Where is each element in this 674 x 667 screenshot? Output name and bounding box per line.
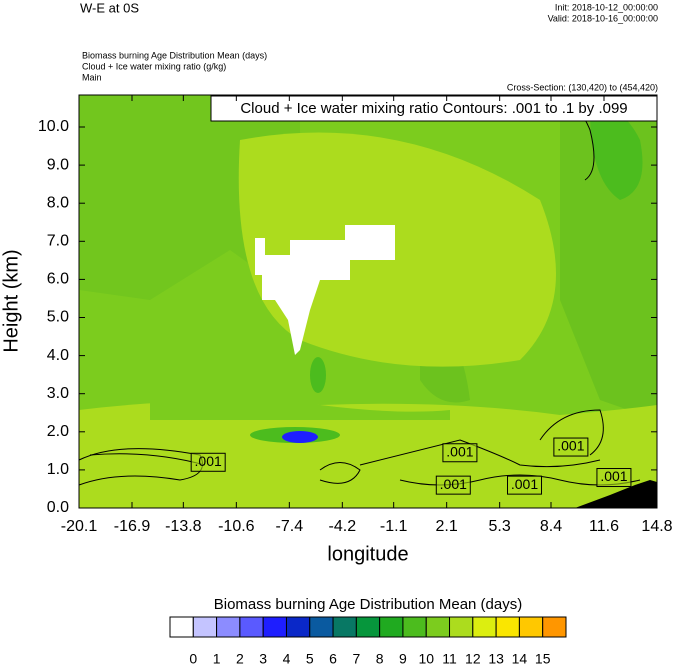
x-tick-label: 8.4 — [540, 518, 562, 535]
colorbar-box — [262, 616, 287, 638]
subtitle: Cloud + Ice water mixing ratio (g/kg) — [82, 61, 226, 71]
colorbar-box — [495, 616, 520, 638]
contour-label-box — [596, 468, 632, 488]
x-tick-label: -4.2 — [329, 518, 357, 535]
colorbar-box — [332, 616, 357, 638]
colorbar-box — [449, 616, 474, 638]
colorbar-box — [402, 616, 427, 638]
valid-time: Valid: 2018-10-16_00:00:00 — [548, 13, 658, 23]
colorbar-box — [169, 616, 194, 638]
colorbar-box — [425, 616, 451, 638]
plot-frame — [78, 94, 658, 509]
x-tick-label: -16.9 — [114, 518, 151, 535]
contour-label-box — [190, 452, 226, 472]
colorbar-label: 6 — [329, 651, 337, 667]
x-tick-label: 14.8 — [641, 518, 672, 535]
contour-label: .001 — [440, 476, 467, 492]
colorbar-box — [216, 616, 241, 638]
contour-label: .001 — [195, 453, 222, 469]
x-tick-label: -1.1 — [380, 518, 408, 535]
x-tick-label: 11.6 — [589, 518, 619, 535]
contour-label-box — [442, 443, 478, 463]
cross-section: Cross-Section: (130,420) to (454,420) — [507, 82, 658, 92]
y-tick-label: 0.0 — [47, 499, 69, 516]
colorbar-label: 0 — [189, 651, 197, 667]
colorbar-label: 7 — [352, 651, 360, 667]
colorbar-label: 12 — [465, 651, 481, 667]
colorbar-label: 5 — [306, 651, 314, 667]
contour-label: .001 — [446, 443, 473, 459]
colorbar-box — [472, 616, 497, 638]
y-tick-label: 2.0 — [47, 423, 69, 440]
subtitle: Biomass burning Age Distribution Mean (d… — [82, 50, 267, 60]
contour-label-box — [553, 437, 589, 457]
colorbar-label: 10 — [418, 651, 434, 667]
contour-info-box — [210, 95, 658, 122]
colorbar-label: 4 — [283, 651, 291, 667]
x-axis-label: longitude — [327, 543, 408, 565]
colorbar-box — [239, 616, 264, 638]
y-tick-label: 6.0 — [47, 271, 69, 288]
colorbar-title: Biomass burning Age Distribution Mean (d… — [214, 596, 522, 613]
colorbar-box — [379, 616, 404, 638]
colorbar-box — [192, 616, 218, 638]
x-tick-label: 5.3 — [489, 518, 511, 535]
y-tick-label: 1.0 — [47, 461, 69, 478]
colorbar-box — [542, 616, 567, 638]
x-tick-label: 2.1 — [436, 518, 458, 535]
colorbar-label: 15 — [535, 651, 551, 667]
x-tick-label: -13.8 — [165, 518, 202, 535]
colorbar-box — [355, 616, 381, 638]
colorbar-label: 11 — [442, 651, 457, 667]
colorbar-label: 3 — [259, 651, 267, 667]
y-tick-label: 9.0 — [47, 156, 69, 173]
y-tick-label: 8.0 — [47, 194, 69, 211]
colorbar-label: 1 — [213, 651, 221, 667]
y-tick-label: 5.0 — [47, 309, 69, 326]
contour-label: .001 — [600, 468, 627, 484]
colorbar-box — [518, 616, 544, 638]
colorbar-label: 13 — [488, 651, 504, 667]
y-axis-label: Height (km) — [0, 249, 22, 352]
x-tick-label: -7.4 — [276, 518, 304, 535]
x-tick-label: -20.1 — [61, 518, 98, 535]
colorbar-label: 2 — [236, 651, 244, 667]
contour-info: Cloud + Ice water mixing ratio Contours:… — [240, 100, 627, 117]
y-tick-label: 4.0 — [47, 347, 69, 364]
colorbar-label: 14 — [512, 651, 528, 667]
y-tick-label: 10.0 — [38, 118, 69, 135]
y-tick-label: 7.0 — [47, 233, 69, 250]
contour-label: .001 — [557, 438, 584, 454]
contour-label-box — [507, 475, 543, 495]
colorbar-label: 9 — [399, 651, 407, 667]
contour-label-box — [435, 475, 471, 495]
colorbar-box — [285, 616, 311, 638]
colorbar-box — [309, 616, 334, 638]
x-tick-label: -10.6 — [218, 518, 255, 535]
subtitle: Main — [82, 72, 102, 82]
y-tick-label: 3.0 — [47, 385, 69, 402]
chart-title: W-E at 0S — [80, 0, 139, 15]
init-time: Init: 2018-10-12_00:00:00 — [555, 2, 658, 12]
colorbar-label: 8 — [376, 651, 384, 667]
contour-label: .001 — [511, 476, 538, 492]
